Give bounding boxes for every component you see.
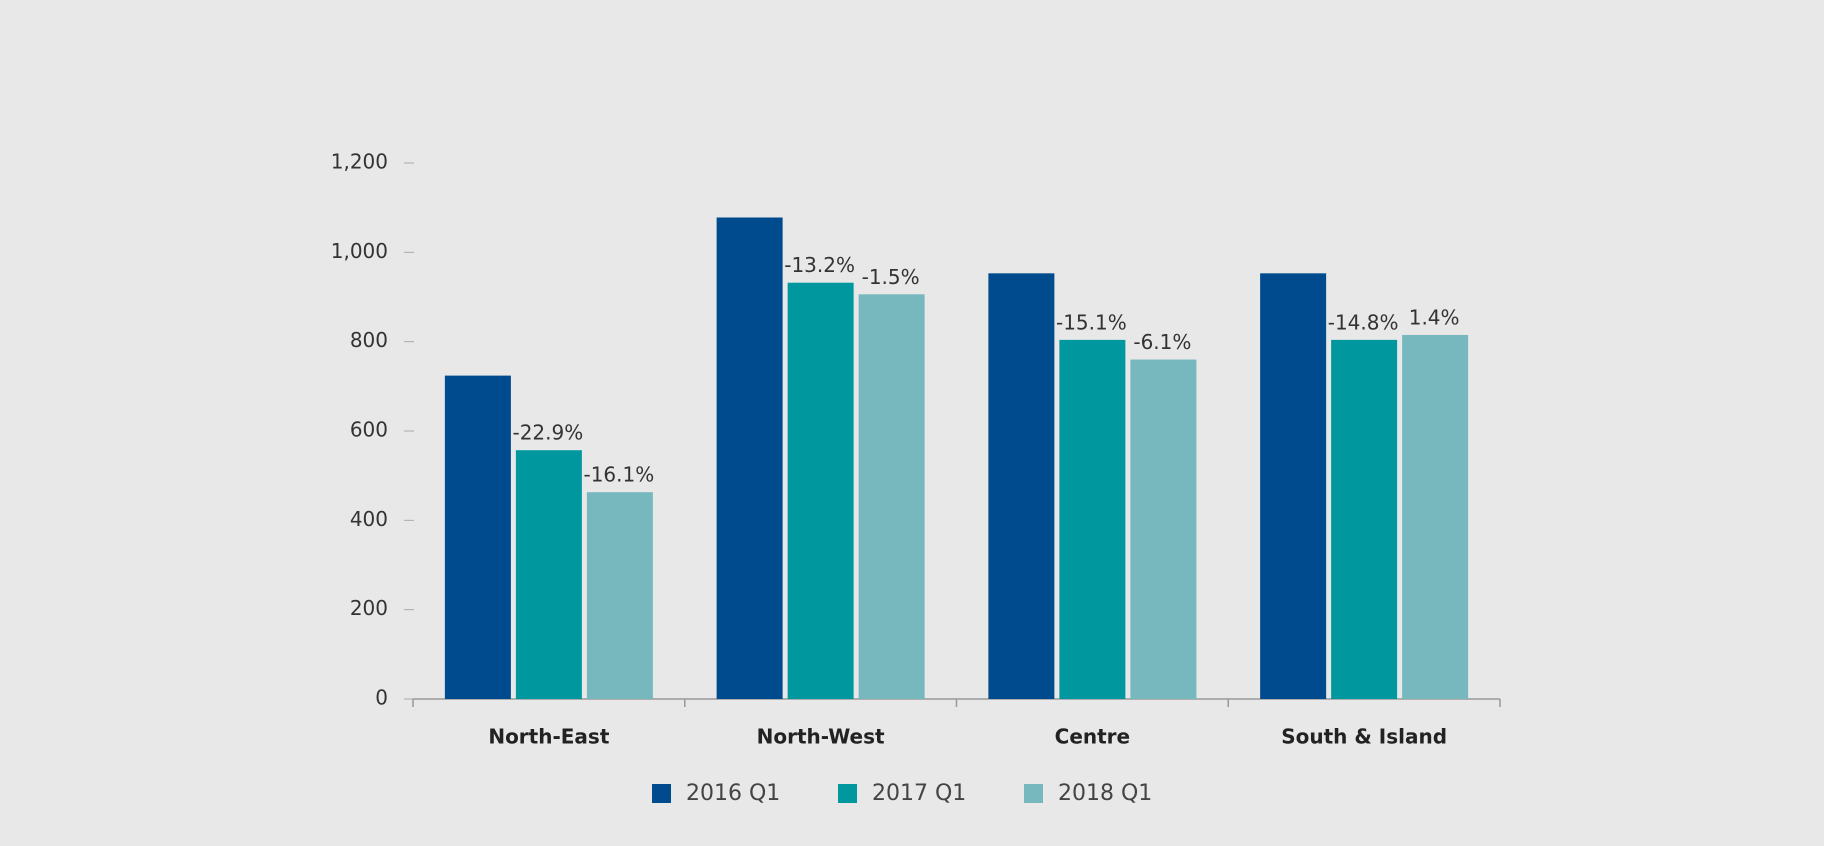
bar [1130,359,1197,699]
legend-label: 2017 Q1 [872,781,966,806]
y-tick-label: 600 [350,418,388,442]
y-tick-label: 200 [350,596,388,620]
bar [1331,339,1398,699]
y-tick-label: 0 [375,686,388,710]
bar [586,492,653,699]
bar [1402,334,1469,699]
bar [787,282,854,699]
bar [515,450,582,699]
x-tick-label: North-East [488,725,610,749]
bar [444,375,511,699]
y-tick-label: 400 [350,507,388,531]
change-label: -1.5% [862,265,920,289]
change-label: 1.4% [1409,305,1460,329]
bar [988,273,1055,699]
change-label: -16.1% [583,463,654,487]
change-label: -14.8% [1328,310,1399,334]
legend-swatch [1024,784,1043,803]
legend-label: 2018 Q1 [1058,781,1152,806]
change-label: -15.1% [1056,310,1127,334]
bar [858,294,925,699]
change-label: -13.2% [784,253,855,277]
bar [1260,273,1327,699]
y-tick-label: 1,000 [331,239,388,263]
x-tick-label: North-West [757,725,885,749]
x-tick-label: South & Island [1281,725,1447,749]
change-label: -6.1% [1133,330,1191,354]
bar [1059,339,1126,699]
change-label: -22.9% [512,421,583,445]
legend-label: 2016 Q1 [686,781,780,806]
bar [716,217,783,699]
legend-swatch [838,784,857,803]
y-tick-label: 800 [350,328,388,352]
legend-swatch [652,784,671,803]
x-tick-label: Centre [1055,725,1130,749]
y-tick-label: 1,200 [331,150,388,174]
